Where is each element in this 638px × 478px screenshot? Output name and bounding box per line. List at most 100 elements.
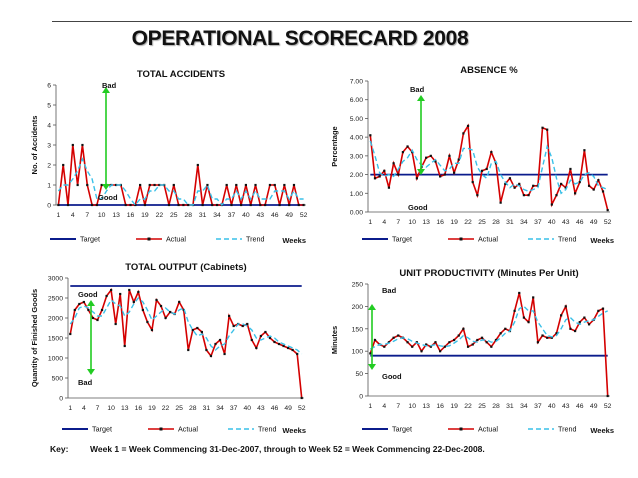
productivity-xtick-label: 34 bbox=[520, 403, 528, 410]
accidents-actual-point bbox=[268, 183, 272, 187]
absence-ytick-label: 5.00 bbox=[350, 116, 363, 123]
absence-legend-target-label: Target bbox=[392, 235, 412, 244]
accidents-xtick-label: 37 bbox=[228, 212, 236, 219]
productivity-actual-point bbox=[564, 305, 567, 308]
productivity-actual-point bbox=[471, 343, 474, 346]
output-ytick-label: 1500 bbox=[48, 336, 63, 343]
absence-xtick-label: 34 bbox=[520, 219, 528, 226]
output-xtick-label: 49 bbox=[284, 405, 292, 412]
productivity-xtick-label: 37 bbox=[534, 403, 542, 410]
output-x-label: Weeks bbox=[282, 426, 306, 435]
accidents-actual-point bbox=[201, 203, 204, 207]
productivity-chart-panel: UNIT PRODUCTIVITY (Minutes Per Unit) 0 50 1… bbox=[328, 257, 618, 437]
accidents-actual-point bbox=[143, 203, 147, 207]
output-actual-point bbox=[119, 292, 122, 296]
absence-series-actual-line bbox=[369, 123, 609, 211]
absence-actual-point bbox=[499, 201, 502, 204]
absence-actual-point bbox=[369, 134, 372, 137]
accidents-actual-point bbox=[278, 203, 281, 207]
productivity-ytick-label: 50 bbox=[355, 371, 363, 378]
absence-actual-point bbox=[392, 162, 395, 165]
productivity-actual-point bbox=[490, 345, 493, 348]
productivity-actual-point bbox=[411, 345, 414, 348]
absence-xtick-label: 10 bbox=[408, 219, 416, 226]
output-actual-point bbox=[150, 328, 154, 332]
absence-actual-point bbox=[564, 186, 567, 189]
productivity-actual-point bbox=[522, 316, 526, 319]
output-chart-panel: TOTAL OUTPUT (Cabinets) 0 500 1000 1500 2000 2… bbox=[28, 257, 310, 437]
absence-ytick-label: 3.00 bbox=[350, 153, 363, 160]
productivity-svg: UNIT PRODUCTIVITY (Minutes Per Unit) 0 50 1… bbox=[330, 268, 614, 435]
output-svg: TOTAL OUTPUT (Cabinets) 0 500 1000 1500 2000 2… bbox=[30, 262, 306, 435]
absence-legend-actual-marker bbox=[459, 237, 463, 241]
output-actual-point bbox=[223, 352, 226, 356]
accidents-actual-point bbox=[100, 183, 103, 187]
output-actual-point bbox=[128, 288, 131, 292]
output-actual-point bbox=[218, 338, 222, 342]
output-arrow-head-up bbox=[87, 300, 95, 306]
output-actual-point bbox=[105, 294, 108, 298]
productivity-ytick-label: 200 bbox=[352, 304, 364, 311]
absence-actual-point bbox=[550, 203, 553, 206]
productivity-ytick-label: 250 bbox=[352, 282, 364, 289]
accidents-actual-point bbox=[134, 203, 137, 207]
absence-actual-point bbox=[425, 156, 428, 159]
absence-title: ABSENCE % bbox=[460, 65, 518, 76]
accidents-legend-trend-label: Trend bbox=[246, 235, 265, 244]
absence-x-label: Weeks bbox=[590, 236, 614, 245]
absence-actual-point bbox=[578, 180, 581, 184]
productivity-arrow-head-up bbox=[368, 304, 376, 310]
productivity-actual-point bbox=[573, 329, 577, 333]
accidents-actual-point bbox=[129, 203, 132, 207]
absence-actual-point bbox=[462, 132, 465, 135]
output-ytick-label: 2500 bbox=[48, 296, 63, 303]
absence-actual-point bbox=[518, 182, 521, 186]
accidents-actual-point bbox=[57, 203, 60, 207]
absence-actual-point bbox=[378, 175, 381, 178]
accidents-xtick-label: 43 bbox=[257, 212, 265, 219]
accidents-annotation-bad: Bad bbox=[102, 81, 117, 90]
output-xtick-label: 43 bbox=[257, 405, 265, 412]
output-actual-point bbox=[214, 342, 217, 346]
accidents-actual-point bbox=[239, 203, 243, 207]
productivity-xtick-label: 22 bbox=[464, 403, 472, 410]
accidents-actual-point bbox=[187, 203, 190, 207]
absence-actual-point bbox=[508, 177, 512, 180]
productivity-xtick-label: 40 bbox=[548, 403, 556, 410]
absence-actual-point bbox=[541, 126, 544, 129]
output-actual-point bbox=[187, 348, 190, 352]
absence-actual-point bbox=[601, 190, 605, 193]
output-xtick-label: 4 bbox=[82, 405, 86, 412]
absence-actual-point bbox=[415, 177, 418, 180]
absence-actual-point bbox=[411, 151, 414, 154]
productivity-actual-point bbox=[429, 345, 432, 348]
output-actual-point bbox=[246, 322, 249, 326]
productivity-actual-point bbox=[587, 323, 591, 326]
absence-actual-point bbox=[373, 177, 377, 180]
accidents-actual-point bbox=[158, 183, 161, 187]
output-actual-point bbox=[169, 310, 172, 314]
accidents-actual-point bbox=[264, 203, 267, 207]
accidents-actual-point bbox=[196, 163, 199, 167]
output-series-actual-line bbox=[69, 287, 303, 399]
output-ytick-label: 3000 bbox=[48, 276, 63, 283]
productivity-actual-point bbox=[457, 334, 460, 337]
accidents-series-trend-line bbox=[57, 157, 304, 207]
absence-legend-actual-label: Actual bbox=[478, 235, 498, 244]
absence-xtick-label: 49 bbox=[590, 219, 598, 226]
output-xtick-label: 13 bbox=[121, 405, 129, 412]
productivity-x-label: Weeks bbox=[590, 426, 614, 435]
productivity-legend-actual-label: Actual bbox=[478, 425, 498, 434]
output-actual-point bbox=[196, 326, 199, 330]
absence-actual-point bbox=[480, 169, 484, 172]
productivity-xtick-label: 7 bbox=[396, 403, 400, 410]
key-label: Key: bbox=[50, 444, 69, 454]
productivity-actual-point bbox=[406, 341, 409, 344]
productivity-xtick-label: 4 bbox=[382, 403, 386, 410]
absence-xtick-label: 46 bbox=[576, 219, 584, 226]
productivity-legend-trend-label: Trend bbox=[558, 425, 577, 434]
accidents-xtick-label: 46 bbox=[271, 212, 279, 219]
accidents-actual-point bbox=[254, 183, 257, 187]
accidents-xtick-label: 16 bbox=[127, 212, 135, 219]
output-legend-trend-label: Trend bbox=[258, 425, 277, 434]
